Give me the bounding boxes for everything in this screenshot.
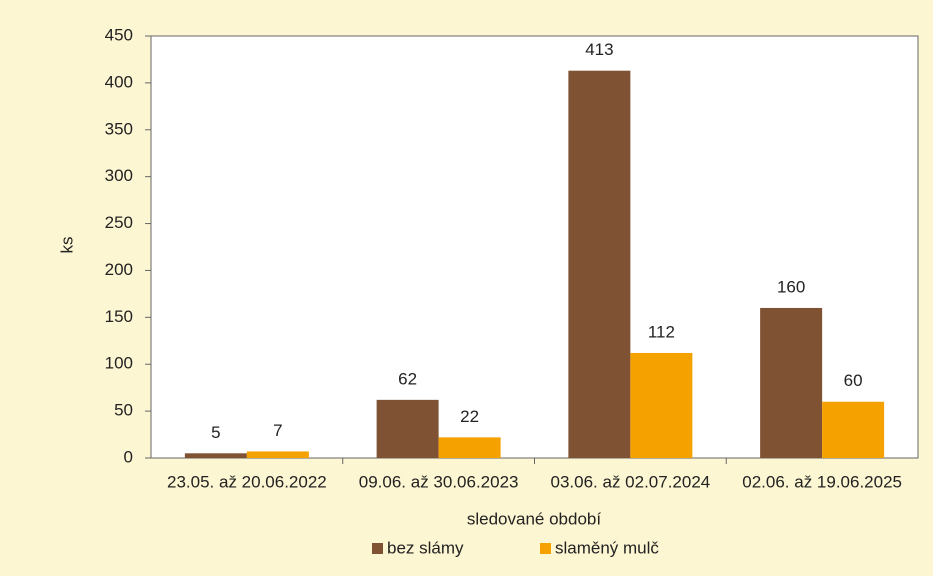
data-label: 60 <box>844 371 863 390</box>
x-tick-label: 03.06. až 02.07.2024 <box>551 472 711 491</box>
bar <box>438 437 501 458</box>
legend-label: bez slámy <box>387 538 464 557</box>
y-tick-label: 350 <box>105 119 133 138</box>
data-label: 22 <box>460 407 479 426</box>
bar <box>246 451 309 458</box>
legend-swatch <box>372 543 383 554</box>
data-label: 160 <box>777 277 805 296</box>
x-tick-label: 02.06. až 19.06.2025 <box>742 472 902 491</box>
bar <box>376 399 439 458</box>
y-tick-label: 400 <box>105 72 133 91</box>
y-tick-label: 200 <box>105 260 133 279</box>
bar <box>760 307 823 458</box>
y-tick-label: 50 <box>114 401 133 420</box>
data-label: 413 <box>585 40 613 59</box>
y-tick-label: 450 <box>105 25 133 44</box>
data-label: 7 <box>273 421 282 440</box>
bar <box>184 453 247 458</box>
y-tick-label: 250 <box>105 213 133 232</box>
bar <box>822 401 885 458</box>
data-label: 62 <box>398 369 417 388</box>
x-axis-label: sledované období <box>467 509 602 528</box>
y-tick-label: 0 <box>124 447 133 466</box>
data-label: 5 <box>211 423 220 442</box>
bar <box>568 70 631 458</box>
x-tick-label: 23.05. až 20.06.2022 <box>167 472 327 491</box>
data-label: 112 <box>648 322 675 341</box>
bar <box>630 352 693 458</box>
legend-swatch <box>540 543 551 554</box>
y-tick-label: 100 <box>105 354 133 373</box>
y-tick-label: 150 <box>105 307 133 326</box>
y-axis-label: ks <box>57 237 76 254</box>
x-tick-label: 09.06. až 30.06.2023 <box>359 472 519 491</box>
legend-label: slaměný mulč <box>555 538 659 557</box>
y-tick-label: 300 <box>105 166 133 185</box>
